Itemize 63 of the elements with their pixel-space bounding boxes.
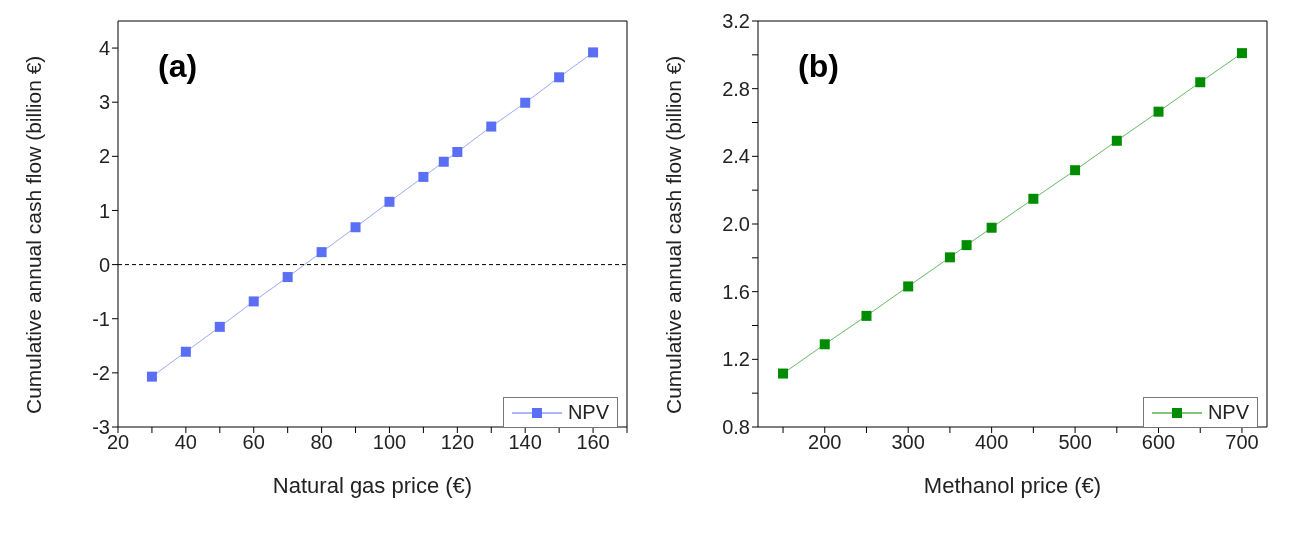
point: [350, 222, 361, 233]
x-tick-label: 160: [576, 431, 610, 454]
x-tick-label: 120: [440, 431, 475, 454]
x-tick-label: 40: [174, 431, 197, 454]
point: [452, 147, 463, 157]
x-tick-label: 60: [242, 431, 265, 454]
x-tick-label: 80: [310, 431, 333, 454]
x-axis-title: Methanol price (€): [923, 473, 1102, 498]
x-tick-label: 500: [1058, 431, 1092, 454]
point: [554, 72, 565, 83]
y-axis-title: Cumulative annual cash flow (billion €): [662, 55, 686, 414]
annotation: (b): [798, 48, 839, 85]
y-tick-label: 0: [98, 253, 110, 276]
y-tick-label: 0.8: [722, 416, 750, 439]
point: [384, 196, 395, 207]
point: [1111, 135, 1122, 146]
y-tick-label: 2: [98, 145, 110, 168]
x-tick-label: 200: [808, 431, 842, 454]
y-tick-label: -1: [92, 307, 110, 330]
point: [520, 97, 531, 108]
y-tick-label: 3.2: [722, 10, 750, 33]
x-tick-label: 140: [508, 431, 542, 454]
x-tick-label: 600: [1141, 431, 1176, 454]
point: [316, 247, 327, 258]
legend-label: NPV: [567, 401, 609, 424]
annotation: (a): [158, 48, 198, 85]
point: [438, 156, 449, 167]
point: [1070, 165, 1081, 176]
point: [248, 296, 259, 307]
y-tick-label: 2.8: [722, 77, 750, 100]
point: [146, 371, 157, 382]
y-tick-label: 1.2: [722, 348, 750, 371]
x-tick-label: 700: [1225, 431, 1259, 454]
y-tick-label: 2.4: [722, 145, 750, 168]
y-tick-label: 1: [98, 199, 110, 222]
point: [486, 121, 497, 132]
point: [214, 321, 225, 332]
y-tick-label: 2.0: [722, 213, 750, 236]
point: [418, 171, 429, 182]
x-tick-label: 300: [891, 431, 925, 454]
x-axis-title: Natural gas price (€): [272, 473, 473, 498]
point: [1028, 193, 1039, 204]
point: [1236, 48, 1247, 59]
point: [944, 252, 955, 263]
point: [180, 346, 191, 357]
y-tick-label: 1.6: [722, 280, 750, 303]
point: [861, 310, 872, 321]
point: [961, 240, 972, 251]
y-tick-label: 4: [98, 37, 110, 60]
point: [778, 368, 789, 379]
point: [1195, 77, 1206, 88]
point: [1153, 106, 1164, 117]
point: [903, 281, 914, 292]
y-tick-label: -2: [92, 361, 110, 384]
point: [819, 339, 830, 350]
point: [282, 272, 293, 283]
x-tick-label: 400: [974, 431, 1009, 454]
point: [588, 47, 599, 58]
point: [986, 222, 997, 233]
x-tick-label: 100: [372, 431, 407, 454]
legend-label: NPV: [1207, 401, 1249, 424]
y-axis-title: Cumulative annual cash flow (billion €): [22, 55, 46, 414]
y-tick-label: 3: [98, 91, 110, 114]
